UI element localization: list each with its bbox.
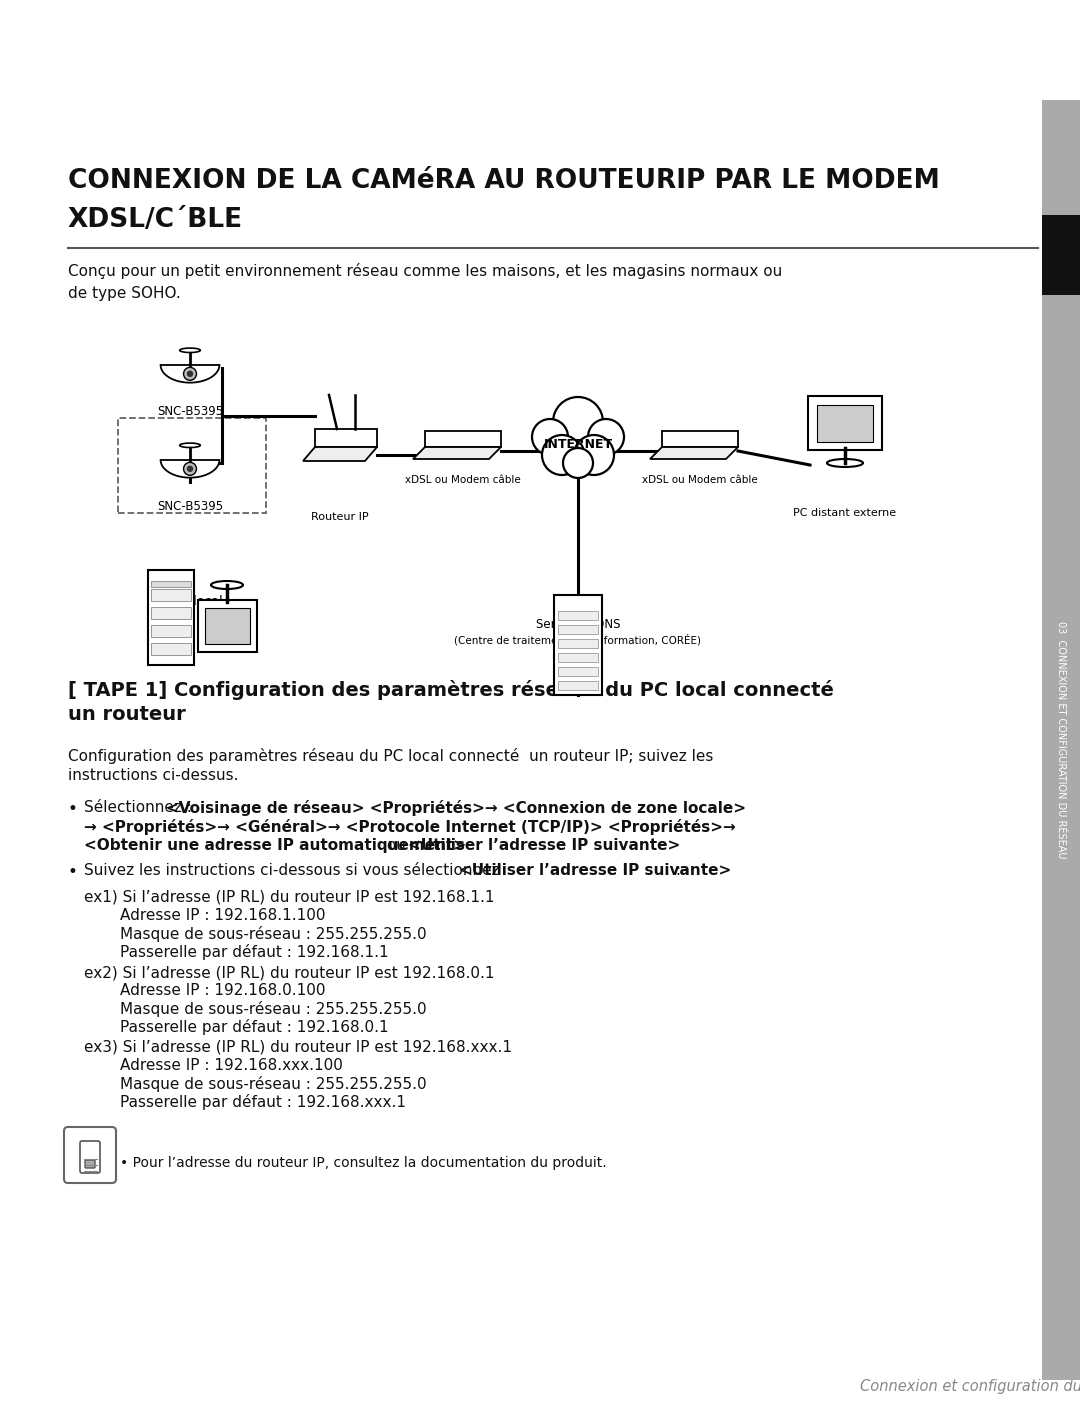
Circle shape xyxy=(184,368,197,380)
Text: • Pour l’adresse du routeur IP, consultez la documentation du produit.: • Pour l’adresse du routeur IP, consulte… xyxy=(120,1157,607,1169)
Text: <Obtenir une adresse IP automatiquement>: <Obtenir une adresse IP automatiquement> xyxy=(84,839,467,853)
Text: Masque de sous-réseau : 255.255.255.0: Masque de sous-réseau : 255.255.255.0 xyxy=(120,1076,427,1092)
Text: :: : xyxy=(671,863,681,878)
Bar xyxy=(1042,215,1080,296)
Text: Adresse IP : 192.168.1.100: Adresse IP : 192.168.1.100 xyxy=(120,908,325,923)
Bar xyxy=(662,431,738,447)
Polygon shape xyxy=(161,460,219,478)
Bar xyxy=(558,653,598,662)
Bar xyxy=(151,590,191,601)
Circle shape xyxy=(187,465,193,472)
Bar xyxy=(205,608,249,643)
Text: [ TAPE 1] Configuration des paramètres réseaux du PC local connecté: [ TAPE 1] Configuration des paramètres r… xyxy=(68,680,834,700)
Ellipse shape xyxy=(179,348,200,352)
Circle shape xyxy=(187,370,193,378)
Text: Masque de sous-réseau : 255.255.255.0: Masque de sous-réseau : 255.255.255.0 xyxy=(120,1001,427,1017)
Text: Serveur DDNS: Serveur DDNS xyxy=(536,618,620,631)
Text: Passerelle par défaut : 192.168.0.1: Passerelle par défaut : 192.168.0.1 xyxy=(120,1019,389,1035)
Text: •: • xyxy=(68,863,78,881)
Text: Passerelle par défaut : 192.168.1.1: Passerelle par défaut : 192.168.1.1 xyxy=(120,945,389,960)
FancyBboxPatch shape xyxy=(808,396,882,450)
Polygon shape xyxy=(650,447,738,460)
Text: <Voisinage de réseau> <Propriétés>→ <Connexion de zone locale>: <Voisinage de réseau> <Propriétés>→ <Con… xyxy=(166,800,746,816)
Circle shape xyxy=(588,419,624,455)
Text: INTERNET: INTERNET xyxy=(543,438,612,451)
Text: Suivez les instructions ci-dessous si vous sélectionnez: Suivez les instructions ci-dessous si vo… xyxy=(84,863,504,878)
Bar xyxy=(558,682,598,690)
Bar xyxy=(558,667,598,676)
Circle shape xyxy=(553,397,603,447)
Circle shape xyxy=(532,419,568,455)
Polygon shape xyxy=(303,447,377,461)
Text: Conçu pour un petit environnement réseau comme les maisons, et les magasins norm: Conçu pour un petit environnement réseau… xyxy=(68,263,782,301)
Text: ex1) Si l’adresse (IP RL) du routeur IP est 192.168.1.1: ex1) Si l’adresse (IP RL) du routeur IP … xyxy=(84,889,495,905)
Polygon shape xyxy=(315,428,377,447)
FancyBboxPatch shape xyxy=(64,1127,116,1184)
Text: xDSL ou Modem câble: xDSL ou Modem câble xyxy=(643,475,758,485)
FancyBboxPatch shape xyxy=(80,1141,100,1174)
Text: XDSL/C´BLE: XDSL/C´BLE xyxy=(68,206,243,233)
Text: SNC-B5395: SNC-B5395 xyxy=(157,404,224,419)
Bar xyxy=(816,404,873,443)
Circle shape xyxy=(184,462,197,475)
Text: → <Propriétés>→ <Général>→ <Protocole Internet (TCP/IP)> <Propriétés>→: → <Propriétés>→ <Général>→ <Protocole In… xyxy=(84,819,735,836)
Text: 03  CONNEXION ET CONFIGURATION DU RÉSEAU: 03 CONNEXION ET CONFIGURATION DU RÉSEAU xyxy=(1056,621,1066,858)
Text: <Utiliser l’adresse IP suivante>: <Utiliser l’adresse IP suivante> xyxy=(408,839,680,853)
Bar xyxy=(426,431,501,447)
Bar xyxy=(151,607,191,619)
Circle shape xyxy=(563,448,593,478)
Bar xyxy=(558,639,598,648)
Text: <Utiliser l’adresse IP suivante>: <Utiliser l’adresse IP suivante> xyxy=(459,863,731,878)
Text: ex2) Si l’adresse (IP RL) du routeur IP est 192.168.0.1: ex2) Si l’adresse (IP RL) du routeur IP … xyxy=(84,964,495,980)
Bar xyxy=(1042,100,1080,1380)
Polygon shape xyxy=(413,447,501,460)
Bar xyxy=(558,625,598,633)
Bar xyxy=(151,581,191,587)
FancyBboxPatch shape xyxy=(148,570,194,665)
Text: Routeur IP: Routeur IP xyxy=(311,512,368,522)
Text: ex3) Si l’adresse (IP RL) du routeur IP est 192.168.xxx.1: ex3) Si l’adresse (IP RL) du routeur IP … xyxy=(84,1041,512,1055)
FancyBboxPatch shape xyxy=(198,600,257,652)
Bar xyxy=(151,625,191,636)
Ellipse shape xyxy=(827,460,863,467)
Polygon shape xyxy=(161,365,219,383)
Text: Connexion et configuration du réseau 27: Connexion et configuration du réseau 27 xyxy=(860,1379,1080,1394)
Circle shape xyxy=(542,436,582,475)
Text: Sélectionnez :: Sélectionnez : xyxy=(84,800,197,814)
Text: un routeur: un routeur xyxy=(68,706,186,724)
FancyBboxPatch shape xyxy=(554,595,602,696)
Text: PC distant externe: PC distant externe xyxy=(794,508,896,518)
Text: (Centre de traitement de l’information, CORÉE): (Centre de traitement de l’information, … xyxy=(455,633,702,646)
Ellipse shape xyxy=(179,443,200,447)
Text: ou: ou xyxy=(382,839,410,853)
Text: Passerelle par défaut : 192.168.xxx.1: Passerelle par défaut : 192.168.xxx.1 xyxy=(120,1094,406,1110)
Text: PC local: PC local xyxy=(173,595,222,608)
Text: xDSL ou Modem câble: xDSL ou Modem câble xyxy=(405,475,521,485)
Text: instructions ci-dessus.: instructions ci-dessus. xyxy=(68,768,239,783)
Text: SNC-B5395: SNC-B5395 xyxy=(157,501,224,513)
Bar xyxy=(151,643,191,655)
Ellipse shape xyxy=(211,581,243,590)
Text: Masque de sous-réseau : 255.255.255.0: Masque de sous-réseau : 255.255.255.0 xyxy=(120,926,427,942)
Bar xyxy=(558,611,598,619)
Text: Adresse IP : 192.168.0.100: Adresse IP : 192.168.0.100 xyxy=(120,983,325,998)
FancyBboxPatch shape xyxy=(85,1159,95,1168)
Text: •: • xyxy=(68,800,78,819)
Text: Adresse IP : 192.168.xxx.100: Adresse IP : 192.168.xxx.100 xyxy=(120,1058,342,1073)
Text: CONNEXION DE LA CAMéRA AU ROUTEURIP PAR LE MODEM: CONNEXION DE LA CAMéRA AU ROUTEURIP PAR … xyxy=(68,168,940,194)
Circle shape xyxy=(573,436,615,475)
Text: Configuration des paramètres réseau du PC local connecté  un routeur IP; suivez : Configuration des paramètres réseau du P… xyxy=(68,748,714,764)
